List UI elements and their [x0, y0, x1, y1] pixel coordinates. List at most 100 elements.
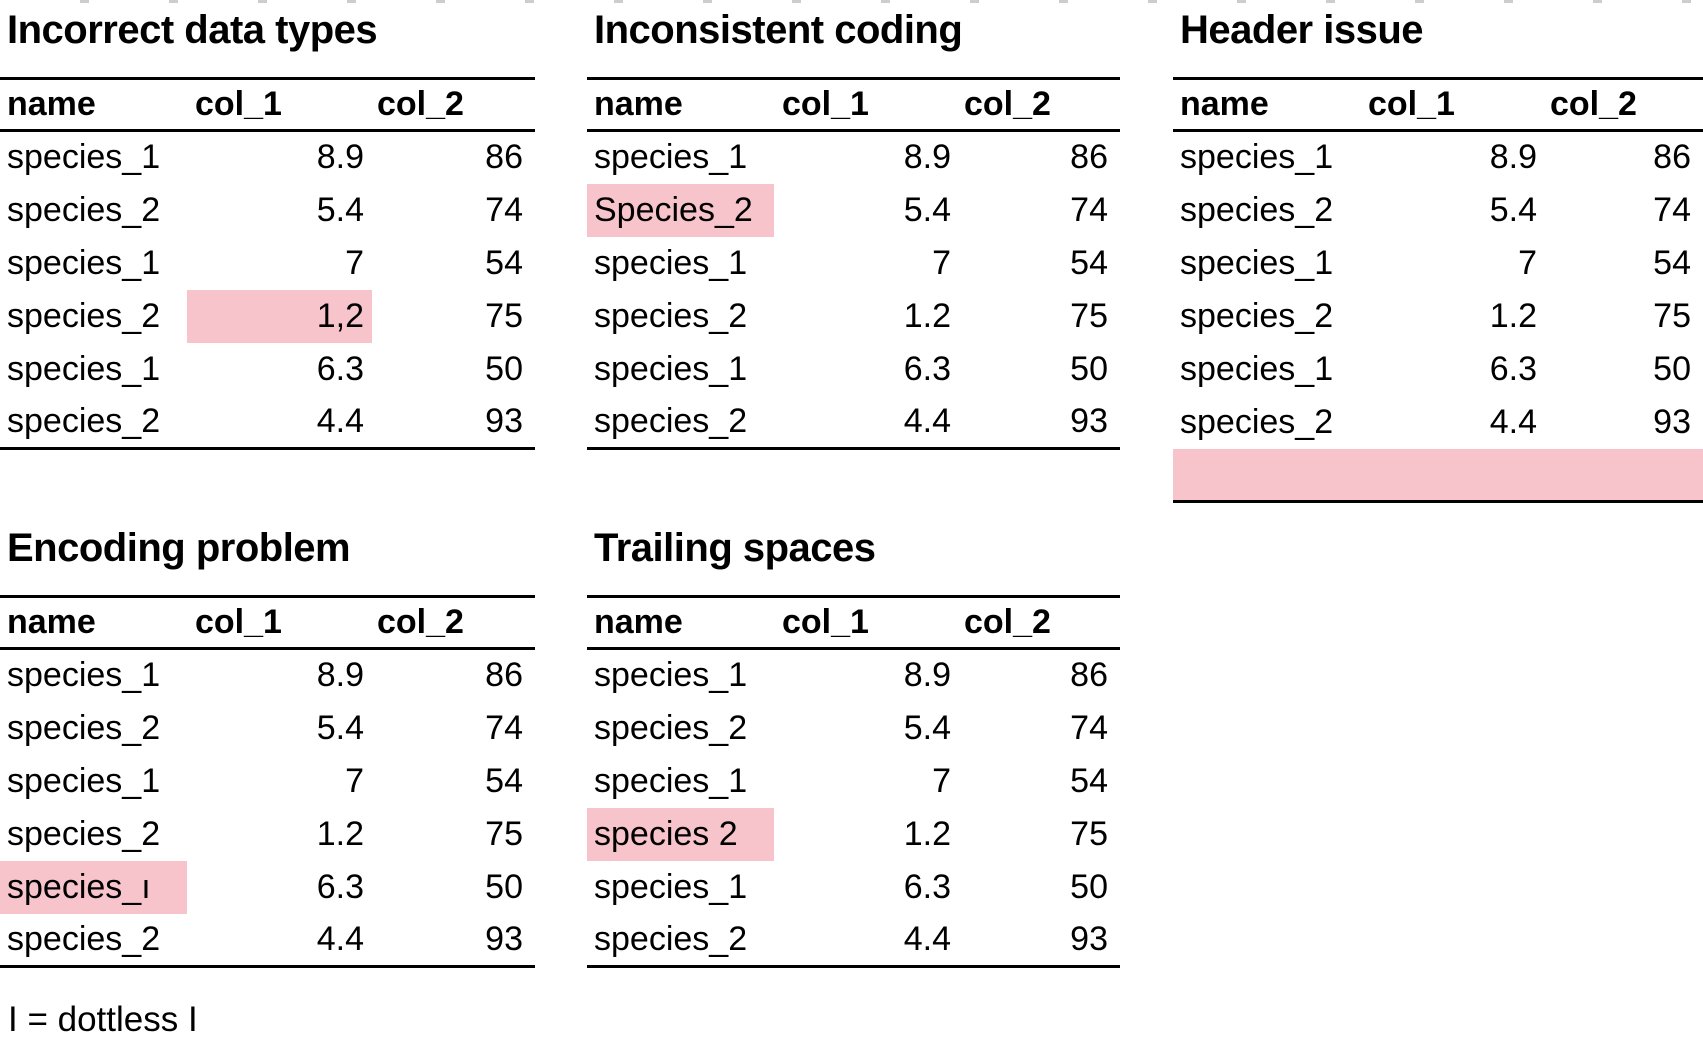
table-body: species_1 8.9 86 species_2 5.4 74 species_1 7 54…	[0, 131, 535, 449]
table-header: name col_1 col_2	[0, 78, 535, 132]
table-row: species_1 7 54	[587, 237, 1120, 290]
cell-name: species_2	[7, 190, 161, 229]
cell-col-2: 54	[1653, 243, 1691, 282]
header-row: name col_1 col_2	[587, 596, 1120, 650]
table-row: species_1 8.9 86	[1173, 131, 1703, 184]
table-title: Inconsistent coding	[594, 8, 963, 52]
table-title: Encoding problem	[7, 526, 351, 570]
cell-name: species_1	[7, 761, 161, 800]
cell-name: species_1	[594, 243, 748, 282]
table-row: species_1 7 54	[0, 755, 535, 808]
table-title: Incorrect data types	[7, 8, 378, 52]
cell-col-2: 50	[1070, 349, 1108, 388]
cell-col-2: 93	[485, 401, 523, 440]
cell-col-2: 93	[1653, 402, 1691, 441]
cell-col-1: 8.9	[1489, 138, 1537, 177]
cell-name: species_1	[1180, 138, 1334, 177]
cell-col-2: 74	[1070, 708, 1108, 747]
table-row: species_2 5.4 74	[0, 184, 535, 237]
cell-col-2: 74	[1653, 190, 1691, 229]
header-row: name col_1 col_2	[0, 78, 535, 132]
cell-name: species_2	[7, 401, 161, 440]
table-row: species_2 4.4 93	[587, 396, 1120, 449]
cell-col-1: 1.2	[1489, 296, 1537, 335]
table-row: species_2 4.4 93	[0, 914, 535, 967]
cell-col-1: 7	[345, 761, 364, 800]
cell-name: species_1	[1180, 349, 1334, 388]
table-row	[1173, 448, 1703, 502]
data-table: name col_1 col_2 species_1 8.9 86 species_2…	[0, 77, 535, 450]
cell-col-2: 54	[485, 761, 523, 800]
cell-col-2: 93	[1070, 919, 1108, 958]
cell-col-2: 75	[485, 296, 523, 335]
cell-col-1: 6.3	[903, 349, 951, 388]
cell-name: species_1	[1180, 243, 1334, 282]
cell-col-2: 50	[485, 349, 523, 388]
header-row: name col_1 col_2	[0, 596, 535, 650]
table-row: species_2 1.2 75	[1173, 290, 1703, 343]
table-row: species_1 7 54	[587, 755, 1120, 808]
cell-col-1: 8.9	[903, 138, 951, 177]
cell-name: species_1	[594, 138, 748, 177]
cell-col-1: 6.3	[903, 867, 951, 906]
header-row: name col_1 col_2	[1173, 78, 1703, 132]
panel-incorrect-data-types: Incorrect data types name col_1 col_2 sp…	[0, 0, 535, 450]
cell-col-1: 5.4	[903, 190, 951, 229]
cell-name: species_2	[7, 919, 161, 958]
column-header-col-1: col_1	[187, 596, 372, 650]
cell-col-2: 75	[1070, 296, 1108, 335]
table-row: species_2 5.4 74	[1173, 184, 1703, 237]
column-header-col-1: col_1	[774, 78, 959, 132]
column-header-col-2: col_2	[1545, 78, 1703, 132]
cell-name: species_2	[7, 708, 161, 747]
table-body: species_1 8.9 86 species_2 5.4 74 species_1 7 54…	[1173, 131, 1703, 502]
cell-col-2: 93	[1070, 401, 1108, 440]
table-row: species_2 1.2 75	[0, 808, 535, 861]
table-row: species_1 6.3 50	[587, 343, 1120, 396]
column-header-name: name	[0, 78, 187, 132]
cell-name: species_2	[7, 296, 161, 335]
data-table: name col_1 col_2 species_1 8.9 86 species_2…	[1173, 77, 1703, 503]
cell-name: Species_2	[587, 183, 774, 237]
table-header: name col_1 col_2	[0, 596, 535, 650]
column-header-col-1: col_1	[187, 78, 372, 132]
table-row: species 2 1.2 75	[587, 807, 1120, 861]
cell-col-1: 7	[1518, 243, 1537, 282]
cell-col-1: 8.9	[903, 656, 951, 695]
cell-col-2: 86	[1070, 656, 1108, 695]
data-table: name col_1 col_2 species_1 8.9 86 Species_2…	[587, 77, 1120, 450]
table-row: species_1 8.9 86	[587, 131, 1120, 184]
table-row: species_2 4.4 93	[0, 396, 535, 449]
cell-col-2: 50	[1653, 349, 1691, 388]
cell-col-1: 4.4	[903, 401, 951, 440]
cell-name: species_2	[1180, 296, 1334, 335]
cell-col-1: 4.4	[903, 919, 951, 958]
column-header-col-2: col_2	[372, 78, 535, 132]
cell-col-2: 54	[1070, 761, 1108, 800]
table-row: species_1 6.3 50	[1173, 343, 1703, 396]
cell-col-2: 50	[1070, 867, 1108, 906]
table-header: name col_1 col_2	[587, 596, 1120, 650]
cell-col-1: 1.2	[316, 814, 364, 853]
table-row: species_1 7 54	[0, 237, 535, 290]
table-row: species_1 8.9 86	[587, 649, 1120, 702]
column-header-name: name	[1173, 78, 1360, 132]
column-header-col-2: col_2	[372, 596, 535, 650]
cell-col-2: 74	[485, 708, 523, 747]
cell-col-1: 7	[345, 243, 364, 282]
cell-name	[1173, 448, 1360, 502]
column-header-col-2: col_2	[959, 78, 1120, 132]
data-table: name col_1 col_2 species_1 8.9 86 species_2…	[0, 595, 535, 968]
cell-col-2: 86	[1653, 138, 1691, 177]
cell-col-2: 54	[1070, 243, 1108, 282]
cell-name: species_1	[7, 243, 161, 282]
cell-name: species_ı	[0, 860, 187, 914]
cell-col-1: 8.9	[316, 656, 364, 695]
cell-name: species 2	[587, 807, 774, 861]
cell-col-2: 75	[1070, 814, 1108, 853]
table-row: species_2 1.2 75	[587, 290, 1120, 343]
table-row: species_1 8.9 86	[0, 649, 535, 702]
cell-name: species_1	[594, 656, 748, 695]
table-header: name col_1 col_2	[587, 78, 1120, 132]
cell-col-1: 6.3	[316, 349, 364, 388]
